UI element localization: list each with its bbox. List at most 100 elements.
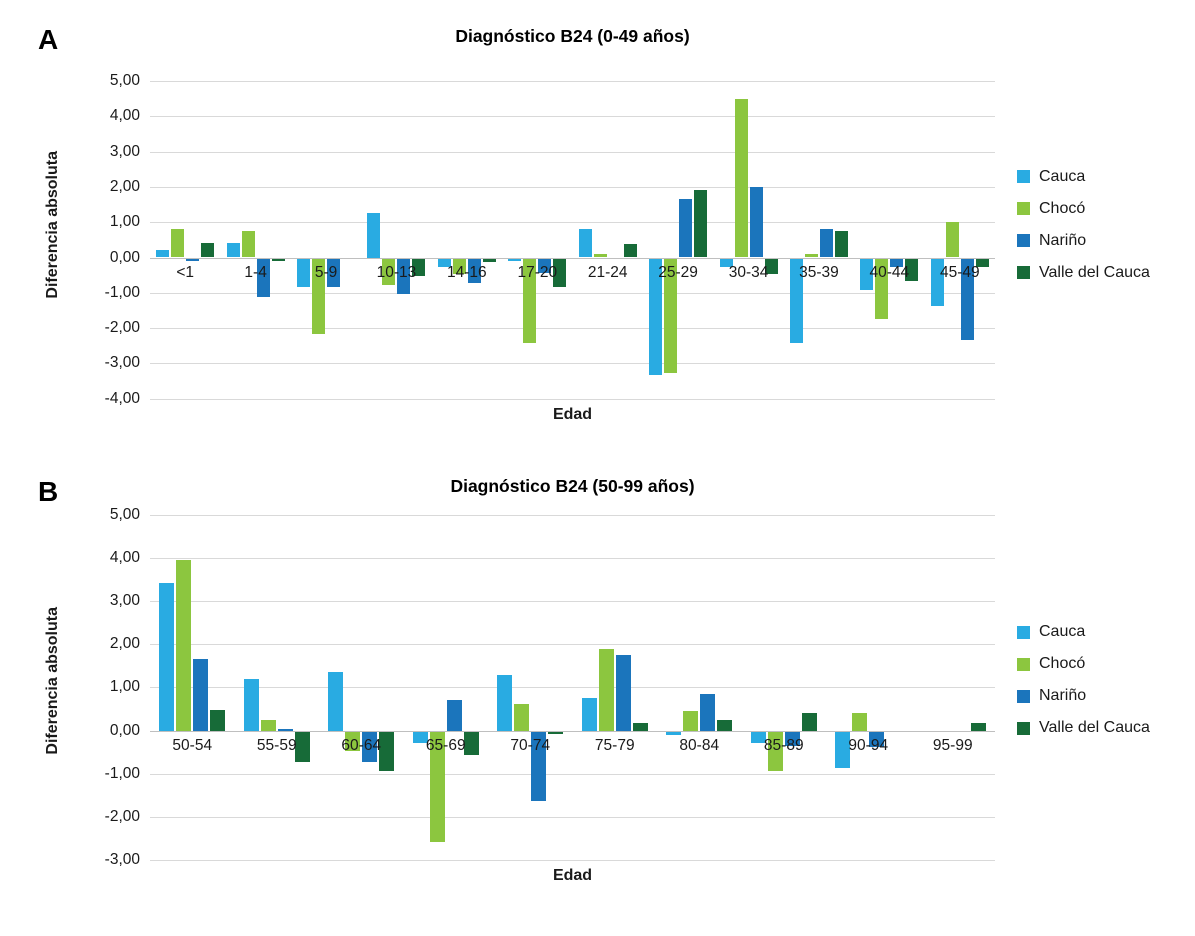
x-axis-title: Edad	[552, 405, 593, 423]
bar	[869, 731, 885, 747]
x-tick-label: 1-4	[244, 263, 267, 281]
legend-label: Cauca	[1039, 623, 1086, 641]
gridline	[150, 116, 995, 118]
bar	[649, 258, 663, 375]
bar	[260, 719, 276, 731]
bar	[159, 582, 175, 731]
bar	[497, 675, 513, 731]
gridline	[150, 222, 995, 224]
y-tick-label: 1,00	[109, 213, 140, 231]
gridline	[150, 773, 995, 775]
legend-item: Nariño	[1017, 687, 1195, 705]
chart-layout-a: Diferencia absoluta Diagnóstico B24 (0-4…	[36, 26, 1195, 424]
bar	[379, 731, 395, 771]
legend-label: Valle del Cauca	[1039, 263, 1150, 281]
y-tick-label: 4,00	[109, 107, 140, 125]
y-axis-title-column: Diferencia absoluta	[36, 26, 70, 424]
x-axis-line	[150, 257, 995, 259]
x-tick-label: 25-29	[658, 263, 698, 281]
bar	[548, 731, 564, 734]
bar	[446, 700, 462, 731]
gridline	[150, 860, 995, 862]
bar	[156, 250, 170, 258]
legend-item: Chocó	[1017, 200, 1195, 218]
x-tick-label: 85-89	[763, 736, 804, 754]
x-tick-label: 40-44	[869, 263, 910, 281]
y-tick-label: 5,00	[109, 505, 140, 523]
bar-group: 1-4	[220, 81, 290, 399]
bar	[508, 258, 522, 261]
bar-group: 70-74	[488, 515, 573, 861]
y-tick-label: 5,00	[109, 72, 140, 89]
bar	[397, 258, 411, 294]
bar-group: 55-59	[235, 515, 320, 861]
plot-column: Diagnóstico B24 (50-99 años) 5,00 4,00 3,0…	[70, 476, 995, 886]
y-tick-label: -2,00	[104, 808, 140, 826]
y-tick-label: -1,00	[104, 283, 140, 301]
bar	[514, 703, 530, 731]
bar	[784, 731, 800, 746]
chart-title: Diagnóstico B24 (0-49 años)	[455, 26, 690, 46]
bar	[666, 731, 682, 736]
legend: Cauca Chocó Nariño Valle del Cauca	[995, 26, 1195, 424]
legend-item: Valle del Cauca	[1017, 264, 1195, 282]
x-tick-label: 55-59	[256, 736, 297, 754]
bar	[412, 258, 426, 277]
x-tick-label: 17-20	[517, 263, 558, 281]
bar	[328, 672, 344, 731]
plot-column: Diagnóstico B24 (0-49 años) 5,00 4,00 3,00…	[70, 26, 995, 424]
gridline	[150, 817, 995, 819]
bar	[834, 231, 848, 258]
y-axis-title: Diferencia absoluta	[44, 606, 61, 755]
bar	[945, 222, 959, 258]
bar	[615, 655, 631, 731]
bar-group: 25-29	[643, 81, 713, 399]
bar	[243, 678, 259, 731]
bar	[632, 722, 648, 731]
bar	[593, 253, 607, 258]
y-tick-label: -3,00	[104, 354, 140, 372]
bar	[679, 199, 693, 258]
bar	[297, 258, 311, 287]
bar	[186, 258, 200, 261]
y-tick-label: 0,00	[109, 248, 140, 266]
bar	[210, 709, 226, 731]
bar	[734, 98, 748, 258]
y-tick-label: 2,00	[109, 177, 140, 195]
x-tick-label: 80-84	[679, 736, 720, 754]
plot-area: 5,00 4,00 3,00 2,00 1,00 0,00 -1,00 -2,00 -3,00 -…	[105, 72, 995, 407]
bar	[193, 659, 209, 731]
bar-group: 35-39	[784, 81, 854, 399]
bar	[277, 728, 293, 731]
x-tick-label: 70-74	[510, 736, 551, 754]
bar	[852, 713, 868, 731]
bar	[437, 258, 451, 268]
bar	[890, 258, 904, 268]
bar	[327, 258, 341, 287]
y-tick-label: 1,00	[109, 678, 140, 696]
legend-swatch-icon	[1017, 234, 1030, 248]
bar	[553, 258, 567, 287]
gridline	[150, 292, 995, 294]
legend-swatch-icon	[1017, 266, 1030, 280]
x-tick-label: 5-9	[314, 263, 338, 281]
bar	[467, 258, 481, 283]
x-tick-label: 90-94	[848, 736, 889, 754]
panel-letter-b: B	[38, 475, 59, 507]
bar	[362, 731, 378, 762]
bar	[538, 258, 552, 273]
bar-group: 14-16	[432, 81, 502, 399]
x-tick-label: 14-16	[447, 263, 487, 281]
chart-layout-b: Diferencia absoluta Diagnóstico B24 (50-…	[36, 476, 1195, 886]
bar	[367, 213, 381, 258]
legend-swatch-icon	[1017, 625, 1030, 639]
gridline	[150, 601, 995, 603]
bar-group: <1	[150, 81, 220, 399]
bar-group: 85-89	[742, 515, 827, 861]
gridline	[150, 151, 995, 153]
bar	[412, 731, 428, 744]
bar	[930, 258, 944, 307]
bar-group: 30-34	[713, 81, 783, 399]
y-tick-label: 4,00	[109, 548, 140, 566]
